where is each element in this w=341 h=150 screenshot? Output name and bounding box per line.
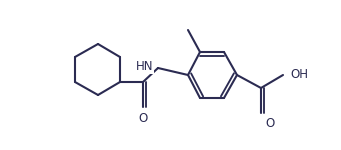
Text: O: O bbox=[138, 112, 148, 125]
Text: OH: OH bbox=[290, 69, 308, 81]
Text: HN: HN bbox=[135, 60, 153, 72]
Text: O: O bbox=[265, 117, 274, 130]
